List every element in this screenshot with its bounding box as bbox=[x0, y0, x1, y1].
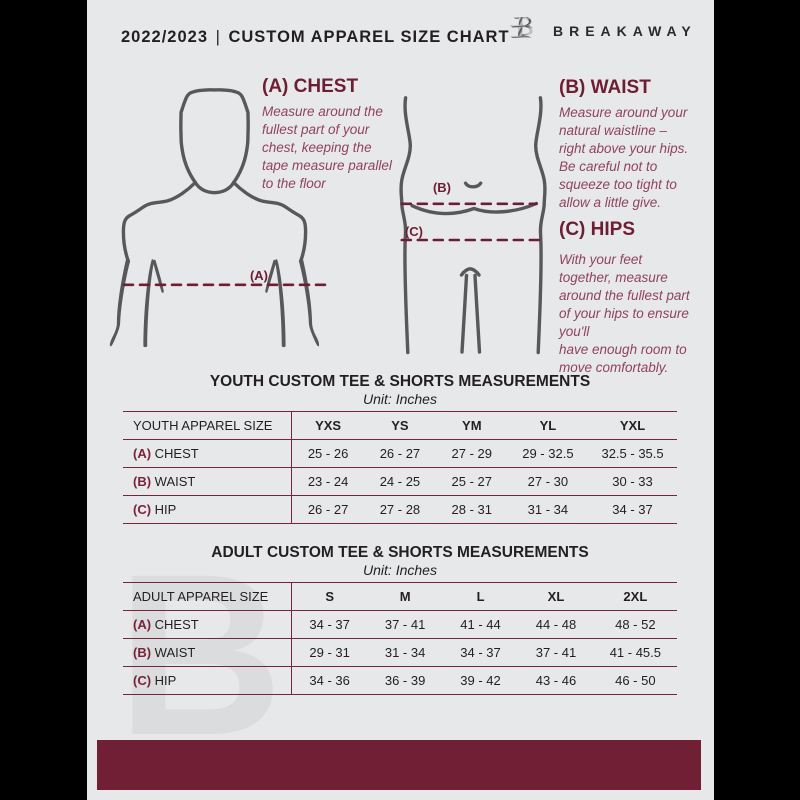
svg-text:(C): (C) bbox=[405, 224, 423, 239]
svg-text:(A): (A) bbox=[250, 268, 268, 283]
